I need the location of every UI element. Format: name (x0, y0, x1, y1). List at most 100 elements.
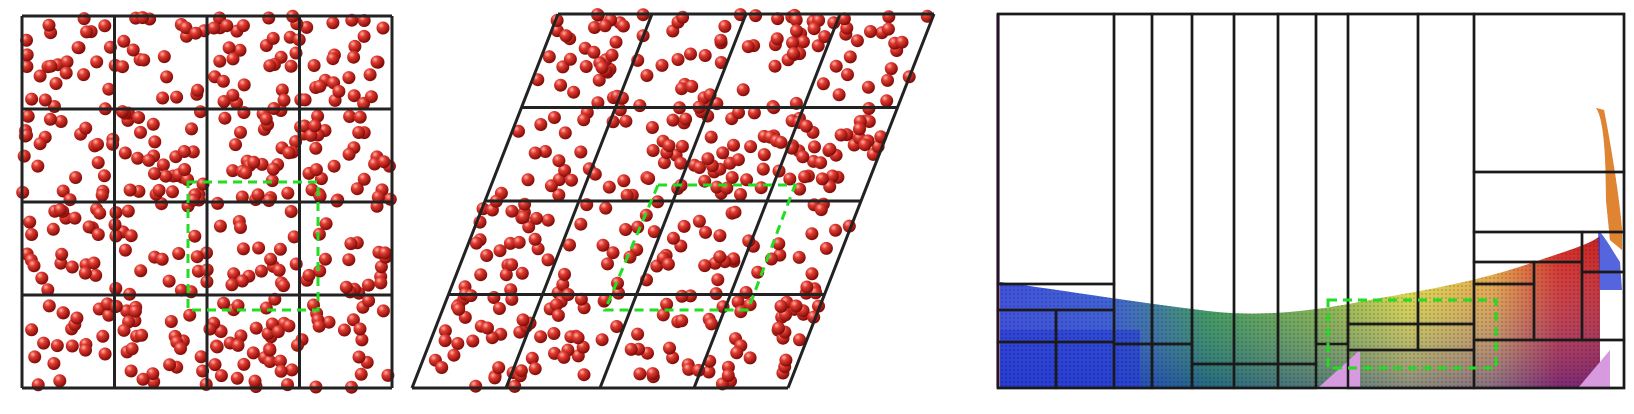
particle (347, 89, 361, 103)
particle (862, 115, 876, 128)
particle (98, 19, 112, 33)
particle (663, 341, 676, 355)
particle (704, 130, 718, 144)
particle (558, 164, 572, 177)
particle (163, 358, 177, 372)
particle (28, 350, 42, 364)
particle (805, 267, 819, 281)
particle (661, 257, 675, 271)
particle (213, 54, 227, 68)
particle (880, 94, 894, 108)
particle (662, 139, 676, 153)
particle (730, 346, 744, 360)
particle (155, 252, 169, 266)
particle (547, 111, 561, 124)
particle (558, 126, 572, 140)
particle (808, 140, 821, 154)
particle (332, 84, 346, 98)
subdomain-cell (1112, 12, 1154, 346)
particle (541, 213, 555, 227)
particle (174, 342, 187, 355)
particle (217, 95, 231, 108)
particle (721, 369, 735, 382)
particle (588, 21, 601, 34)
particle (160, 70, 174, 84)
particle (881, 73, 894, 87)
particle (148, 135, 162, 149)
particle (601, 257, 614, 271)
particle (46, 222, 60, 236)
particle (713, 250, 727, 264)
particle (452, 302, 466, 316)
particle (25, 323, 39, 337)
particle (231, 338, 245, 352)
particle (178, 163, 192, 176)
particle (565, 173, 578, 187)
particle (20, 60, 34, 73)
particle (515, 266, 529, 280)
particle (59, 66, 73, 80)
highlight-box (186, 180, 320, 312)
particle (617, 174, 631, 188)
particle (56, 184, 70, 198)
particle (674, 156, 688, 170)
particle (82, 220, 96, 234)
particle (521, 173, 535, 187)
particle (309, 163, 323, 177)
particle (815, 172, 829, 186)
particle (183, 308, 197, 322)
particle (534, 118, 548, 131)
particle (558, 267, 571, 281)
particle (236, 19, 250, 33)
particle (77, 12, 91, 26)
particle (353, 322, 367, 336)
particle (514, 364, 528, 378)
particle (135, 328, 149, 342)
particle (438, 334, 452, 348)
particle (556, 278, 570, 291)
particle (134, 264, 148, 278)
particle (557, 350, 571, 364)
sheared-cell-grid-panel (410, 8, 936, 393)
particle (96, 329, 110, 343)
particle (789, 299, 803, 313)
particle (505, 292, 519, 306)
particle (378, 246, 392, 260)
particle (70, 311, 84, 325)
particle (596, 238, 610, 252)
particle (731, 295, 745, 309)
particle (273, 354, 287, 368)
particle (225, 278, 239, 292)
particle (466, 334, 480, 348)
particle (342, 253, 356, 267)
particle (744, 140, 758, 154)
particle (222, 41, 236, 55)
particle (170, 90, 184, 104)
particle (884, 62, 898, 76)
particle (469, 379, 483, 393)
particle (563, 52, 577, 66)
particle (264, 252, 278, 266)
particle (567, 85, 581, 99)
particle (547, 327, 561, 340)
particle (117, 323, 131, 337)
particle (185, 122, 198, 136)
particle (549, 298, 563, 312)
particle (203, 322, 217, 336)
particle (605, 48, 619, 62)
particle (218, 111, 232, 125)
particle (251, 188, 265, 202)
particle (132, 111, 146, 124)
particle (123, 183, 137, 197)
particle (768, 59, 782, 73)
particle (194, 350, 208, 364)
particle (65, 339, 79, 353)
particle (544, 179, 558, 193)
particle (714, 33, 728, 47)
particle (542, 50, 556, 64)
particle (364, 90, 378, 104)
particle (237, 78, 251, 92)
particle (146, 367, 160, 381)
particle (702, 365, 716, 379)
particle (493, 244, 507, 258)
